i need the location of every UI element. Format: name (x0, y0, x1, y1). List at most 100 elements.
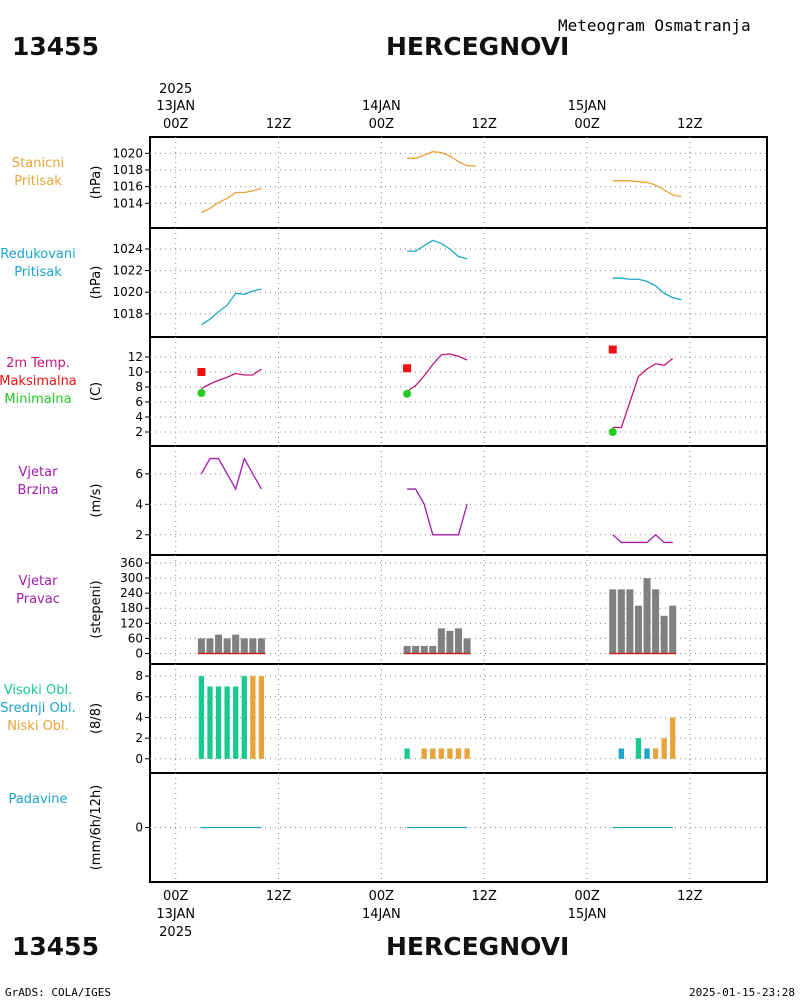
series-line (407, 239, 468, 260)
y-tick-label: 2 (135, 731, 143, 745)
series-line (406, 353, 468, 393)
cloud-bar (447, 748, 453, 759)
cloud-bar (421, 748, 427, 759)
cloud-bar (635, 738, 642, 759)
panel-frame (149, 136, 768, 229)
y-tick-label: 0 (135, 821, 143, 835)
series-line (201, 187, 262, 214)
y-tick-label: 8 (135, 669, 143, 683)
axis-unit-label: (C) (89, 382, 104, 401)
panel-clouds: 0 2 4 6 8 (8/8) Visoki Obl. Srednji Obl. Niski O… (0, 663, 768, 774)
y-tick-label: 1020 (112, 285, 143, 299)
y-tick-label: 1018 (112, 307, 143, 321)
y-tick-label: 2 (135, 528, 143, 542)
time-label-top: 00Z (163, 117, 189, 132)
series-label: Vjetar (19, 574, 59, 589)
time-label-top: 12Z (266, 117, 292, 132)
cloud-bar (233, 686, 239, 759)
y-tick-label: 6 (135, 467, 143, 481)
wind-dir-bar (609, 589, 617, 654)
series-label: Redukovani (0, 247, 75, 262)
time-label-top: 12Z (471, 117, 497, 132)
series-label: Padavine (9, 792, 68, 807)
y-tick-label: 6 (135, 690, 143, 704)
time-date-bottom: 13JAN (156, 907, 195, 922)
time-label-top: 12Z (677, 117, 703, 132)
time-label-bottom: 00Z (163, 889, 189, 904)
y-tick-label: 8 (135, 380, 143, 394)
station-id-top: 13455 (12, 32, 99, 61)
cloud-bar (404, 748, 410, 759)
wind-dir-bar (454, 628, 463, 654)
wind-dir-bar (643, 578, 651, 654)
y-tick-label: 1024 (112, 242, 143, 256)
y-tick-label: 1016 (112, 180, 143, 194)
series-line (201, 288, 262, 326)
y-tick-label: 2 (135, 425, 143, 439)
y-tick-label: 4 (135, 710, 143, 724)
time-date-top: 14JAN (362, 99, 401, 114)
axis-unit-label: (8/8) (89, 703, 104, 734)
series-line (612, 180, 682, 198)
station-name-top: HERCEGNOVI (386, 32, 569, 61)
panel-wind_speed: 2 4 6 (m/s) Vjetar Brzina (18, 445, 768, 556)
cloud-bar (455, 748, 462, 759)
series-line (407, 151, 476, 167)
y-tick-label: 4 (135, 497, 143, 511)
cloud-bar (661, 738, 667, 759)
series-line (407, 488, 468, 536)
y-tick-label: 12 (128, 350, 143, 364)
wind-dir-bar (412, 645, 420, 654)
series-label: Pritisak (14, 265, 62, 280)
series-label: Vjetar (19, 465, 59, 480)
y-tick-label: 6 (135, 395, 143, 409)
wind-dir-bar (446, 630, 454, 654)
axis-unit-label: (hPa) (89, 166, 104, 200)
min-temp-marker (403, 389, 412, 398)
panel-reduced_pressure: 1018 1020 1022 1024 (hPa) Redukovani Pritisak (0, 227, 768, 338)
series-label: Stanicni (12, 156, 64, 171)
panel-frame (149, 336, 768, 447)
wind-dir-bar (249, 638, 257, 654)
series-label: Pritisak (14, 174, 62, 189)
max-temp-marker (197, 368, 206, 376)
wind-dir-bar (634, 605, 642, 654)
series-line (612, 277, 682, 301)
wind-dir-bar (669, 605, 677, 654)
series-line (612, 357, 674, 429)
wind-dir-bar (257, 638, 265, 654)
y-tick-label: 120 (120, 616, 143, 630)
wind-dir-bar (617, 589, 625, 654)
max-temp-marker (403, 364, 412, 373)
cloud-bar (224, 686, 230, 759)
series-line (200, 456, 262, 491)
time-year-top: 2025 (159, 82, 192, 97)
cloud-bar (464, 748, 470, 759)
cloud-bar (258, 676, 265, 759)
wind-dir-bar (463, 638, 471, 654)
y-tick-label: 10 (128, 365, 143, 379)
meteogram-title: Meteogram Osmatranja (558, 16, 751, 35)
cloud-bar (198, 676, 205, 759)
cloud-bar (241, 676, 247, 759)
y-tick-label: 1020 (112, 146, 143, 160)
y-tick-label: 180 (120, 601, 143, 615)
wind-dir-bar (197, 638, 205, 654)
series-label: Pravac (16, 592, 60, 607)
y-tick-label: 4 (135, 410, 143, 424)
time-label-top: 00Z (574, 117, 600, 132)
y-tick-label: 1014 (112, 196, 143, 210)
y-tick-label: 0 (135, 752, 143, 766)
wind-dir-bar (652, 589, 660, 654)
series-line (201, 368, 262, 390)
time-label-top: 00Z (369, 117, 395, 132)
time-date-bottom: 15JAN (568, 907, 607, 922)
min-temp-marker (197, 389, 206, 397)
panel-station_pressure: 1014 1016 1018 1020 (hPa) Stanicni Pritisak (12, 136, 768, 229)
axis-unit-label: (m/s) (89, 484, 104, 518)
time-date-top: 13JAN (156, 99, 195, 114)
time-date-top: 15JAN (568, 99, 607, 114)
cloud-bar (207, 686, 213, 759)
